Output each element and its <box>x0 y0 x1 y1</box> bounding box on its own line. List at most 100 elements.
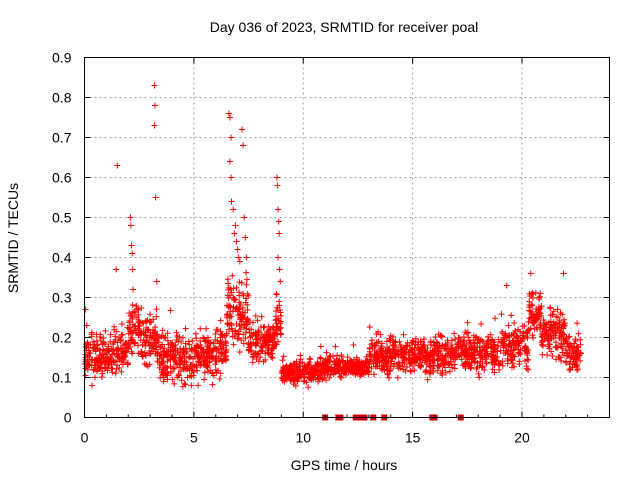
data-point <box>198 352 205 359</box>
data-point <box>129 302 136 309</box>
data-point <box>339 366 346 373</box>
data-point <box>139 353 146 360</box>
data-point <box>171 380 178 387</box>
data-point <box>352 370 359 377</box>
data-point <box>338 367 345 374</box>
data-point <box>323 349 330 356</box>
data-point <box>147 332 154 339</box>
data-point <box>213 353 220 360</box>
data-point <box>236 289 243 296</box>
data-point <box>253 350 260 357</box>
data-point <box>154 331 161 338</box>
data-point <box>203 338 210 345</box>
data-point <box>182 381 189 388</box>
data-point <box>297 352 304 359</box>
data-point <box>257 354 264 361</box>
data-point <box>301 362 308 369</box>
data-point <box>167 307 174 314</box>
data-point <box>387 353 394 360</box>
data-point <box>134 323 141 330</box>
data-point <box>350 341 357 348</box>
data-point <box>232 330 239 337</box>
data-point <box>338 374 345 381</box>
data-point <box>177 368 184 375</box>
data-point <box>174 349 181 356</box>
data-point <box>255 329 262 336</box>
data-point <box>239 290 246 297</box>
data-point <box>401 351 408 358</box>
data-point <box>198 344 205 351</box>
data-point <box>93 357 100 364</box>
data-point <box>314 359 321 366</box>
data-point <box>194 367 201 374</box>
data-point <box>229 328 236 335</box>
data-point <box>245 346 252 353</box>
data-point <box>326 374 333 381</box>
data-point <box>229 272 236 279</box>
data-point <box>307 356 314 363</box>
data-point <box>223 330 230 337</box>
data-point <box>177 345 184 352</box>
data-point <box>98 374 105 381</box>
data-point <box>204 348 211 355</box>
data-point <box>96 333 103 340</box>
data-point <box>357 362 364 369</box>
data-point <box>378 343 385 350</box>
data-point <box>212 330 219 337</box>
data-point <box>129 350 136 357</box>
data-point <box>197 362 204 369</box>
data-point <box>396 338 403 345</box>
data-point <box>118 331 125 338</box>
data-point <box>274 331 281 338</box>
data-point <box>118 368 125 375</box>
data-point <box>234 335 241 342</box>
data-point <box>145 327 152 334</box>
data-point <box>306 355 313 362</box>
data-point <box>170 365 177 372</box>
data-point <box>384 344 391 351</box>
data-point <box>178 377 185 384</box>
data-point <box>343 361 350 368</box>
data-point <box>99 370 106 377</box>
data-point <box>130 327 137 334</box>
data-point <box>187 372 194 379</box>
data-point <box>260 324 267 331</box>
data-point <box>92 361 99 368</box>
data-point <box>217 355 224 362</box>
data-point <box>374 363 381 370</box>
data-point <box>124 359 131 366</box>
data-point <box>249 332 256 339</box>
data-point <box>192 330 199 337</box>
data-point <box>272 313 279 320</box>
data-point <box>161 363 168 370</box>
data-point <box>153 313 160 320</box>
data-point <box>171 357 178 364</box>
data-point <box>154 338 161 345</box>
data-point <box>235 331 242 338</box>
data-point <box>177 356 184 363</box>
data-point <box>322 377 329 384</box>
data-point <box>235 330 242 337</box>
data-point <box>317 355 324 362</box>
data-point <box>242 299 249 306</box>
data-point <box>262 333 269 340</box>
data-point <box>190 368 197 375</box>
data-point <box>372 352 379 359</box>
data-point <box>143 361 150 368</box>
data-point <box>161 351 168 358</box>
data-point <box>125 330 132 337</box>
data-point <box>390 363 397 370</box>
data-point <box>120 354 127 361</box>
data-point <box>135 318 142 325</box>
data-point <box>273 308 280 315</box>
data-point <box>89 356 96 363</box>
data-point <box>304 362 311 369</box>
data-point <box>213 369 220 376</box>
data-point <box>270 345 277 352</box>
data-point <box>231 296 238 303</box>
data-point <box>108 345 115 352</box>
data-point <box>98 358 105 365</box>
data-point <box>400 357 407 364</box>
data-point <box>297 371 304 378</box>
data-point <box>243 295 250 302</box>
